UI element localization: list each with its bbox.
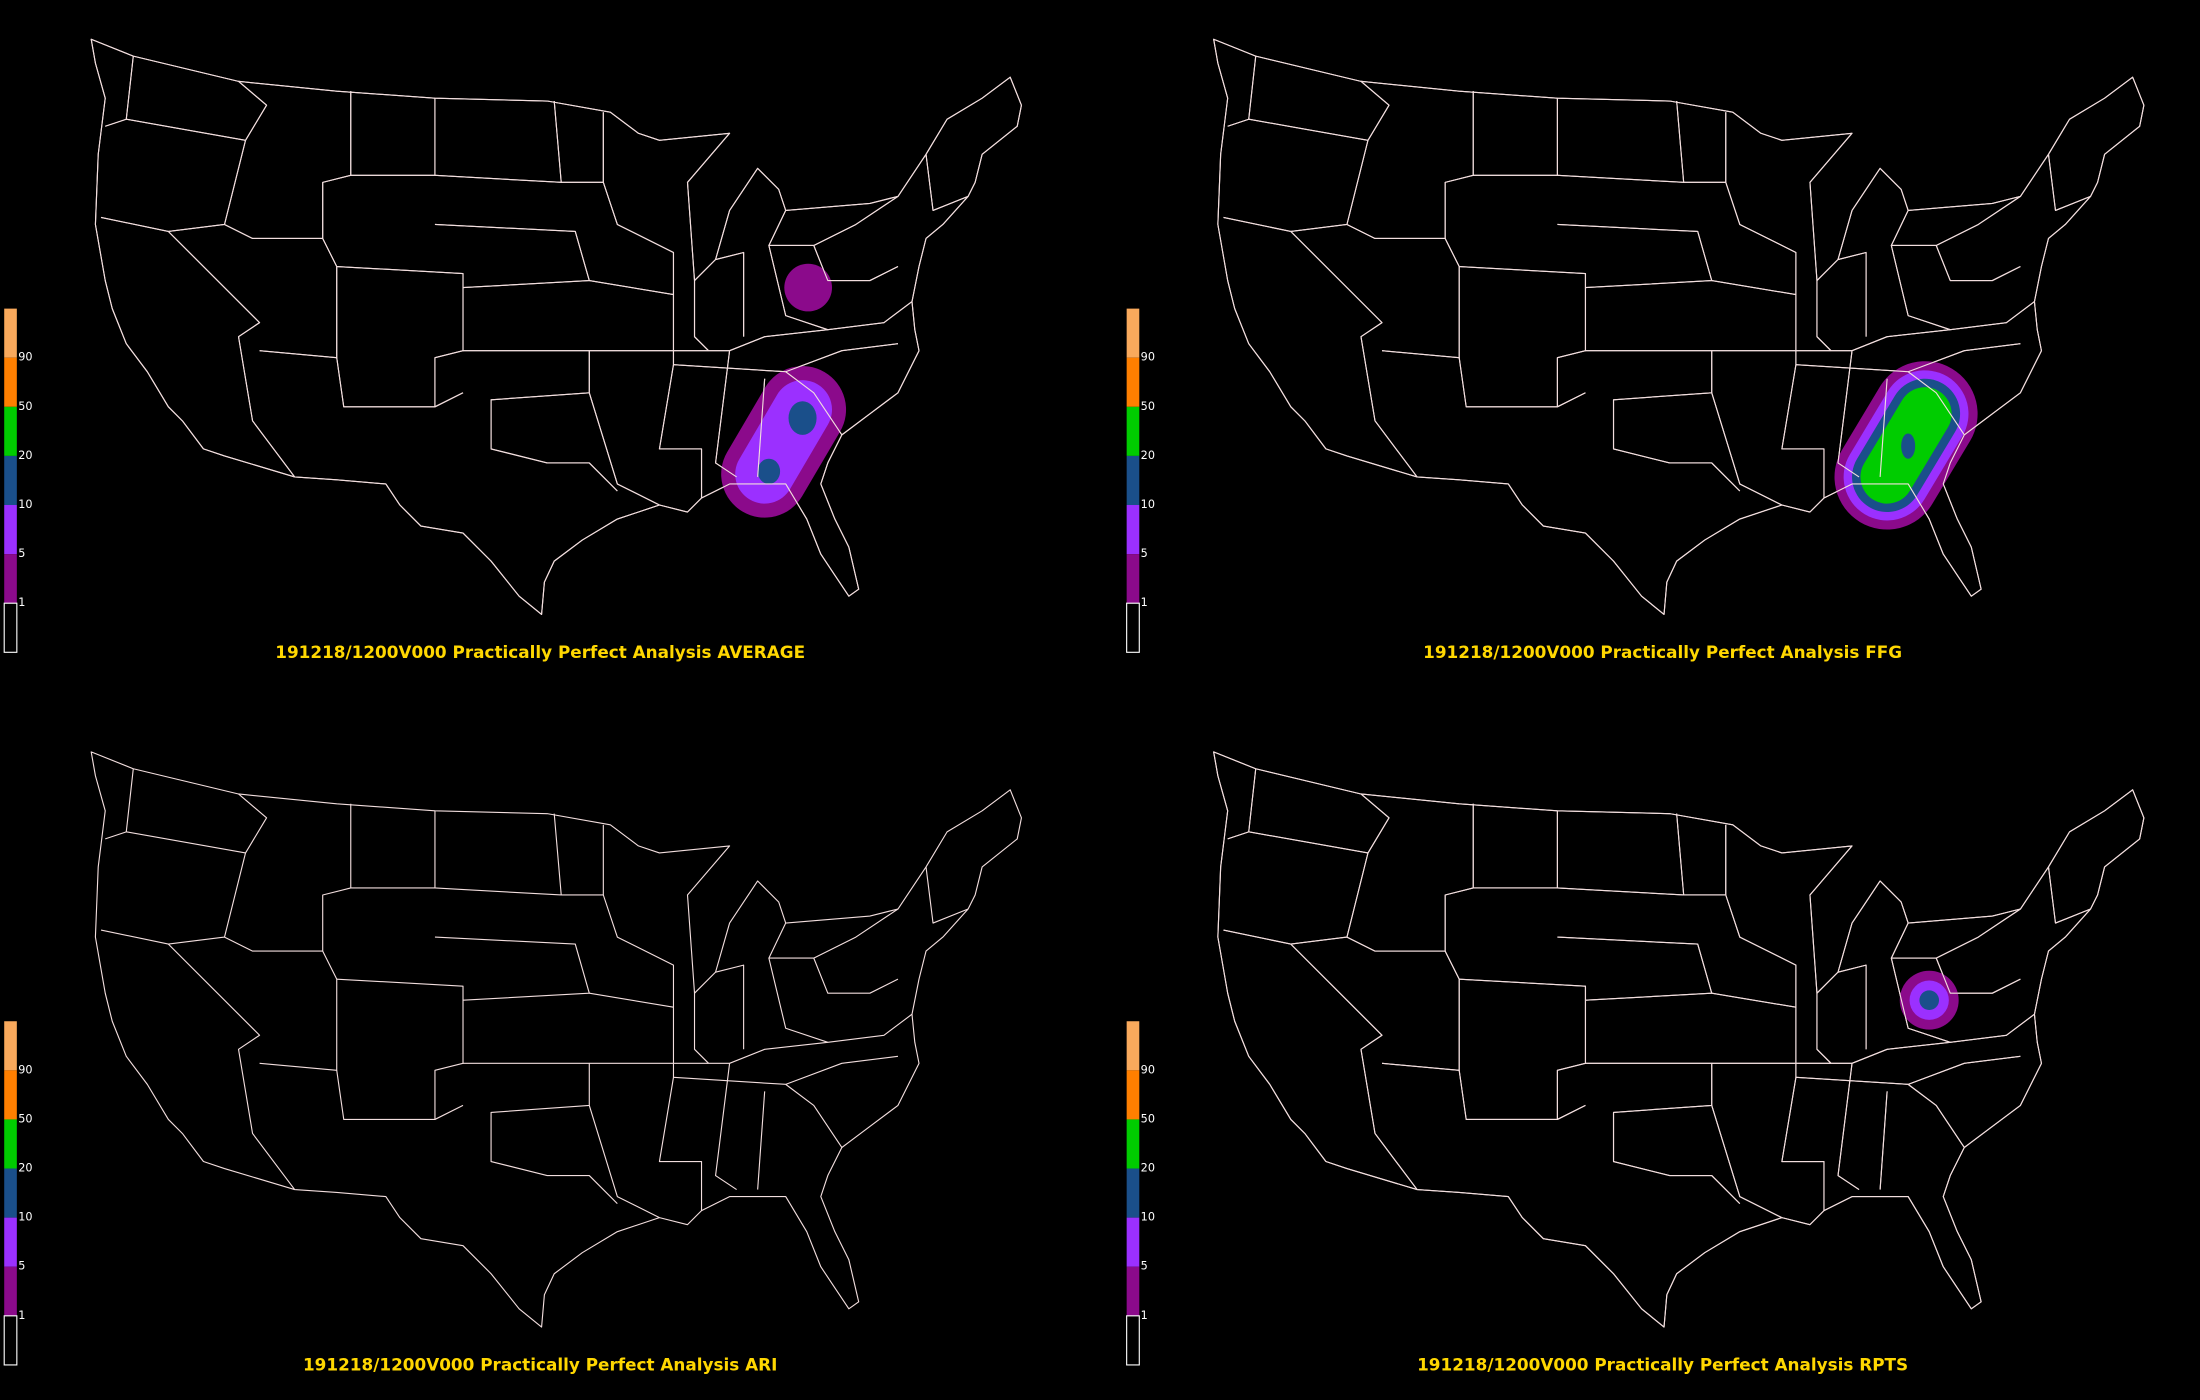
legend-swatch <box>4 554 17 604</box>
legend-swatch <box>4 1266 17 1316</box>
legend-swatch <box>1126 308 1140 358</box>
color-legend: 90 50 20 10 5 1 <box>1126 308 1155 653</box>
legend-swatch <box>1126 357 1140 407</box>
legend-swatch <box>4 505 17 555</box>
legend-label: 20 <box>18 449 32 462</box>
legend-swatch <box>1126 406 1140 456</box>
legend-swatch <box>1126 455 1140 506</box>
legend-swatch <box>1126 505 1140 555</box>
legend-swatch <box>1126 602 1140 653</box>
legend-label: 1 <box>18 1309 25 1322</box>
legend-label: 1 <box>1141 596 1148 609</box>
legend-swatch <box>1126 1266 1140 1316</box>
legend-label: 20 <box>1141 1162 1155 1175</box>
color-legend: 90 50 20 10 5 1 <box>3 308 33 653</box>
legend-label: 5 <box>1141 547 1148 560</box>
legend-label: 50 <box>18 1112 32 1125</box>
legend-swatch <box>3 1315 18 1366</box>
legend-label: 5 <box>18 1260 25 1273</box>
probability-contours <box>721 263 847 518</box>
legend-swatch <box>1126 1217 1140 1267</box>
panel: 191218/1200V000 Practically Perfect Anal… <box>3 751 1022 1375</box>
panel: 191218/1200V000 Practically Perfect Anal… <box>1126 751 2145 1375</box>
legend-label: 1 <box>1141 1309 1148 1322</box>
legend-swatch <box>4 406 17 456</box>
legend-swatch <box>4 1119 17 1169</box>
color-legend: 90 50 20 10 5 1 <box>1126 1021 1155 1366</box>
legend-swatch <box>4 1168 17 1218</box>
legend-label: 50 <box>18 400 32 413</box>
legend-label: 50 <box>1141 400 1155 413</box>
probability-contours <box>1899 970 1959 1030</box>
legend-label: 90 <box>18 1063 32 1076</box>
legend-label: 90 <box>1141 351 1155 364</box>
legend-label: 10 <box>18 498 32 511</box>
legend-label: 90 <box>1141 1063 1155 1076</box>
legend-swatch <box>1126 1315 1140 1366</box>
legend-swatch <box>1126 1168 1140 1218</box>
legend-label: 10 <box>1141 1211 1155 1224</box>
legend-swatch <box>4 1217 17 1267</box>
legend-swatch <box>4 357 17 407</box>
panel-title: 191218/1200V000 Practically Perfect Anal… <box>275 642 805 662</box>
legend-swatch <box>4 1021 17 1071</box>
legend-label: 10 <box>1141 498 1155 511</box>
panel: 191218/1200V000 Practically Perfect Anal… <box>1126 38 2145 662</box>
panel-title: 191218/1200V000 Practically Perfect Anal… <box>1417 1355 1908 1375</box>
legend-label: 20 <box>1141 449 1155 462</box>
legend-label: 50 <box>1141 1112 1155 1125</box>
legend-swatch <box>4 1070 17 1120</box>
legend-swatch <box>1126 554 1140 604</box>
probability-contours <box>1834 361 1978 530</box>
legend-label: 90 <box>18 351 32 364</box>
panel: 191218/1200V000 Practically Perfect Anal… <box>3 38 1022 662</box>
legend-label: 10 <box>18 1211 32 1224</box>
legend-label: 5 <box>1141 1260 1148 1273</box>
color-legend: 90 50 20 10 5 1 <box>3 1021 33 1366</box>
panel-title: 191218/1200V000 Practically Perfect Anal… <box>303 1355 777 1375</box>
legend-label: 1 <box>18 596 25 609</box>
legend-swatch <box>4 455 17 506</box>
legend-swatch <box>1126 1119 1140 1169</box>
legend-label: 20 <box>18 1162 32 1175</box>
legend-swatch <box>1126 1070 1140 1120</box>
legend-swatch <box>3 602 18 653</box>
legend-swatch <box>1126 1021 1140 1071</box>
legend-label: 5 <box>18 547 25 560</box>
panel-title: 191218/1200V000 Practically Perfect Anal… <box>1423 642 1902 662</box>
legend-swatch <box>4 308 17 358</box>
